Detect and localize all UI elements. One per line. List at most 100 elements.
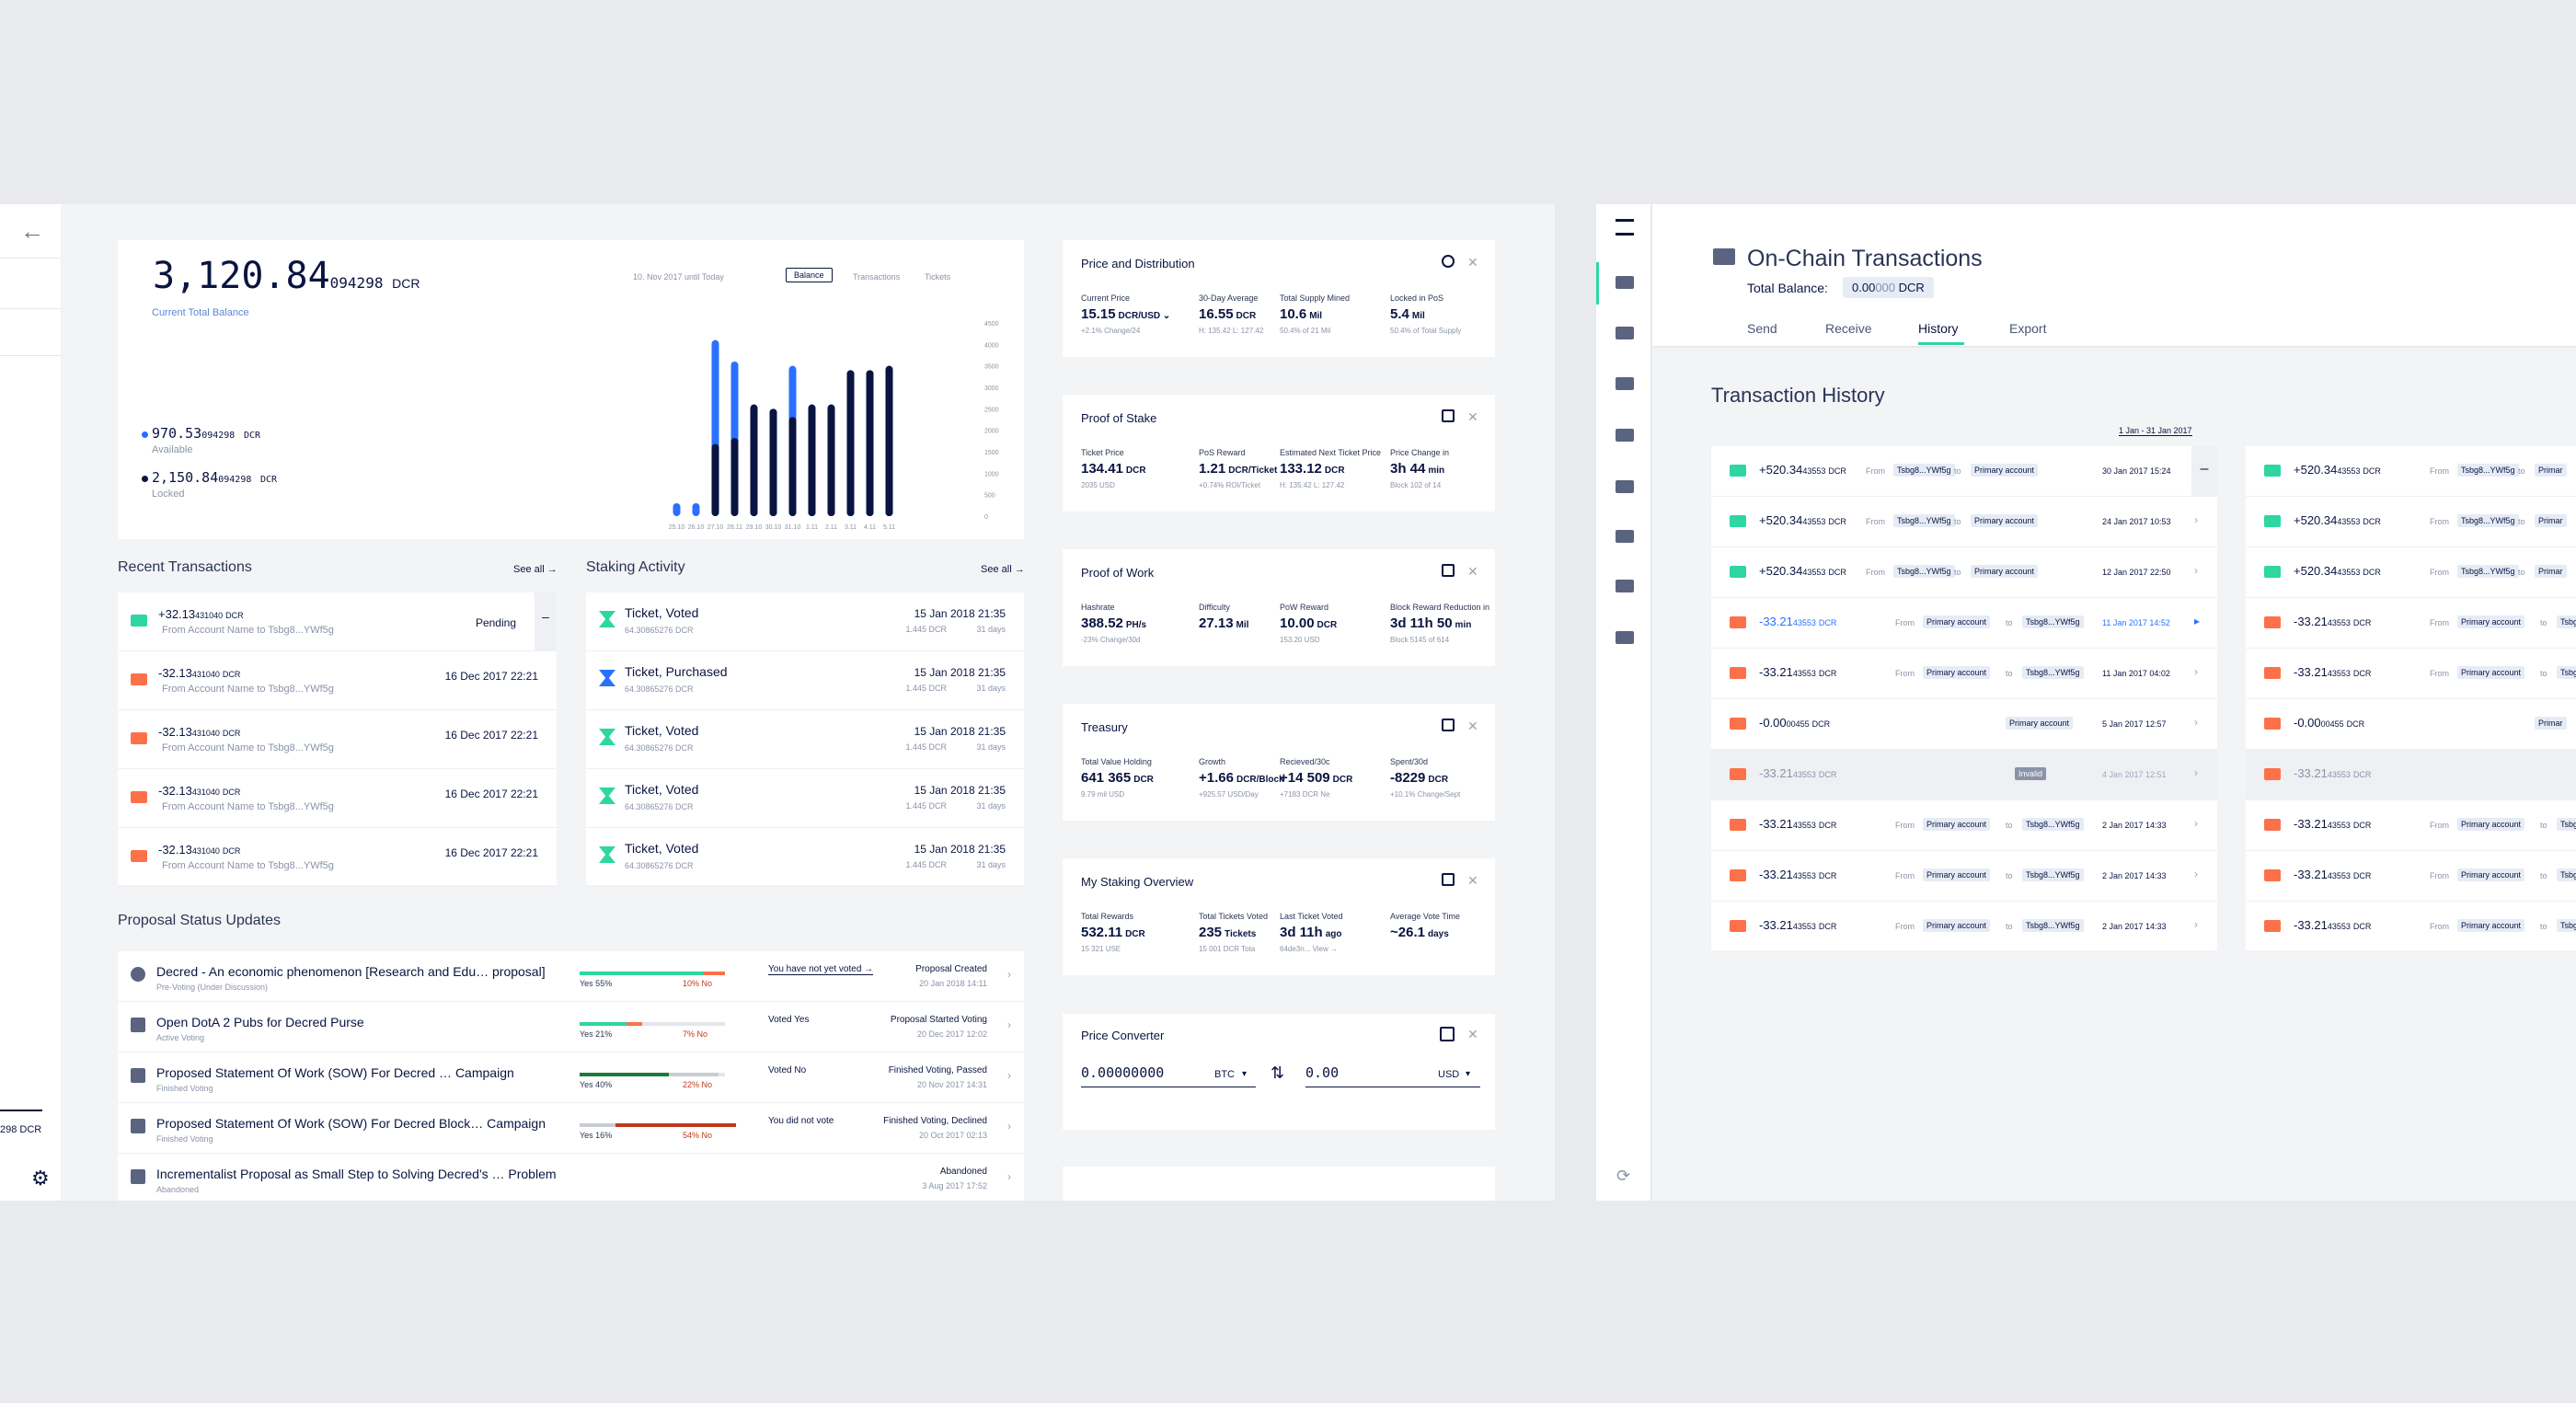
destination-badge[interactable]: Tsbg bbox=[2557, 868, 2576, 881]
close-icon[interactable]: ✕ bbox=[1467, 719, 1478, 733]
transactions-icon[interactable] bbox=[1616, 480, 1634, 493]
history-row[interactable]: -33.2143553 DCR From Primary account to Tsbg8… bbox=[1711, 902, 2217, 952]
history-row[interactable]: -33.2143553 DCR From Primary account to Tsbg8… bbox=[1711, 851, 2217, 902]
destination-badge[interactable]: Tsbg bbox=[2557, 666, 2576, 679]
caret-right-icon[interactable]: ▸ bbox=[2194, 615, 2201, 627]
close-icon[interactable]: ✕ bbox=[1467, 409, 1478, 424]
governance-icon[interactable] bbox=[1616, 377, 1634, 390]
converter-to-input[interactable]: 0.00 bbox=[1305, 1064, 1480, 1087]
source-badge[interactable]: Primary account bbox=[1923, 615, 1991, 628]
tab-export[interactable]: Export bbox=[2009, 321, 2047, 336]
recent-transaction-row[interactable]: -32.13431040 DCR From Account Name to Tsbg… bbox=[118, 710, 557, 769]
source-badge[interactable]: Tsbg8...YWf5g bbox=[1893, 514, 1955, 527]
history-row[interactable]: -33.2143553 DCR From Primary account to Tsbg bbox=[2246, 851, 2576, 902]
security-icon[interactable] bbox=[1616, 530, 1634, 543]
history-row[interactable]: +520.3443553 DCR From Tsbg8...YWf5g to Primar bbox=[2246, 446, 2576, 497]
source-badge[interactable]: Tsbg8...YWf5g bbox=[2457, 565, 2519, 578]
recent-transaction-row[interactable]: -32.13431040 DCR From Account Name to Tsbg… bbox=[118, 828, 557, 887]
recent-transactions-see-all[interactable]: See all → bbox=[513, 564, 558, 575]
source-badge[interactable]: Tsbg8...YWf5g bbox=[1893, 565, 1955, 578]
more-button[interactable]: – bbox=[535, 592, 557, 651]
destination-badge[interactable]: Primary account bbox=[1971, 464, 2039, 477]
chevron-right-icon[interactable]: › bbox=[2194, 918, 2198, 931]
history-row[interactable]: +520.3443553 DCR From Tsbg8...YWf5g to Primar bbox=[2246, 497, 2576, 547]
history-row[interactable]: -33.2143553 DCR From Primary account to Tsbg8… bbox=[1711, 649, 2217, 699]
history-row[interactable]: -33.2143553 DCR From Primary account to Tsbg bbox=[2246, 649, 2576, 699]
destination-badge[interactable]: Tsbg8...YWf5g bbox=[2022, 666, 2084, 679]
destination-badge[interactable]: Primar bbox=[2535, 514, 2567, 527]
history-row[interactable]: +520.3443553 DCR From Tsbg8...YWf5g to Primar… bbox=[1711, 497, 2217, 547]
history-row[interactable]: +520.3443553 DCR From Tsbg8...YWf5g to Primar… bbox=[1711, 446, 2217, 497]
history-row[interactable]: -33.2143553 DCR From Primary account to Tsbg8… bbox=[1711, 598, 2217, 649]
staking-row[interactable]: Ticket, Voted 64.30865276 DCR 15 Jan 2018 … bbox=[586, 592, 1024, 651]
source-badge[interactable]: Primary account bbox=[2457, 818, 2525, 831]
source-badge[interactable]: Primary account bbox=[2457, 868, 2525, 881]
tab-send[interactable]: Send bbox=[1747, 321, 1777, 336]
invalid-badge[interactable]: Invalid bbox=[2015, 767, 2047, 780]
destination-badge[interactable]: Tsbg8...YWf5g bbox=[2022, 868, 2084, 881]
tab-transactions[interactable]: Transactions bbox=[853, 272, 901, 282]
destination-badge[interactable]: Primary account bbox=[1971, 565, 2039, 578]
tab-balance[interactable]: Balance bbox=[786, 268, 833, 282]
history-row[interactable]: -33.2143553 DCR From Primary account to Tsbg bbox=[2246, 598, 2576, 649]
recent-transaction-row[interactable]: +32.13431040 DCR From Account Name to Tsbg… bbox=[118, 592, 557, 651]
staking-row[interactable]: Ticket, Voted 64.30865276 DCR 15 Jan 2018 … bbox=[586, 828, 1024, 887]
menu-icon[interactable] bbox=[1616, 219, 1634, 236]
source-badge[interactable]: Primary account bbox=[2457, 919, 2525, 932]
history-row[interactable]: -33.2143553 DCR From Primary account to Tsbg bbox=[2246, 902, 2576, 952]
gear-icon[interactable]: ⚙ bbox=[31, 1167, 50, 1190]
proposal-row[interactable]: Decred - An economic phenomenon [Researc… bbox=[118, 951, 1024, 1002]
history-date-range[interactable]: 1 Jan - 31 Jan 2017 bbox=[2119, 426, 2192, 436]
chevron-right-icon[interactable]: › bbox=[2194, 868, 2198, 880]
destination-badge[interactable]: Primar bbox=[2535, 565, 2567, 578]
staking-row[interactable]: Ticket, Voted 64.30865276 DCR 15 Jan 2018 … bbox=[586, 710, 1024, 769]
converter-to-unit[interactable]: USD bbox=[1438, 1069, 1460, 1080]
destination-badge[interactable]: Tsbg bbox=[2557, 818, 2576, 831]
destination-badge[interactable]: Tsbg bbox=[2557, 615, 2576, 628]
tab-history[interactable]: History bbox=[1918, 321, 1959, 336]
help-icon[interactable] bbox=[1616, 580, 1634, 592]
source-badge[interactable]: Primary account bbox=[1923, 818, 1991, 831]
chevron-right-icon[interactable]: › bbox=[2194, 564, 2198, 577]
chevron-right-icon[interactable]: › bbox=[2162, 463, 2166, 476]
staking-activity-see-all[interactable]: See all → bbox=[981, 564, 1025, 575]
destination-badge[interactable]: Tsbg8...YWf5g bbox=[2022, 818, 2084, 831]
chevron-right-icon[interactable]: › bbox=[2194, 716, 2198, 729]
back-arrow-icon[interactable]: ← bbox=[20, 217, 44, 245]
source-badge[interactable]: Primary account bbox=[2457, 615, 2525, 628]
close-icon[interactable]: ✕ bbox=[1467, 564, 1478, 579]
sync-icon[interactable]: ⟳ bbox=[1616, 1167, 1631, 1185]
staking-row[interactable]: Ticket, Purchased 64.30865276 DCR 15 Jan 2… bbox=[586, 651, 1024, 710]
more-button[interactable]: – bbox=[2191, 446, 2217, 497]
destination-badge[interactable]: Primar bbox=[2535, 717, 2567, 730]
settings-list-icon[interactable] bbox=[1616, 631, 1634, 644]
staking-row[interactable]: Ticket, Voted 64.30865276 DCR 15 Jan 2018 … bbox=[586, 769, 1024, 828]
source-badge[interactable]: Primary account bbox=[1923, 919, 1991, 932]
vote-status[interactable]: You have not yet voted → bbox=[768, 964, 874, 975]
destination-badge[interactable]: Tsbg8...YWf5g bbox=[2022, 919, 2084, 932]
close-icon[interactable]: ✕ bbox=[1467, 255, 1478, 270]
chevron-right-icon[interactable]: › bbox=[2194, 766, 2198, 779]
destination-badge[interactable]: Primar bbox=[2535, 464, 2567, 477]
history-row[interactable]: +520.3443553 DCR From Tsbg8...YWf5g to Primar bbox=[2246, 547, 2576, 598]
history-row[interactable]: +520.3443553 DCR From Tsbg8...YWf5g to Primar… bbox=[1711, 547, 2217, 598]
proposal-row[interactable]: Open DotA 2 Pubs for Decred Purse Active … bbox=[118, 1002, 1024, 1052]
history-row[interactable]: -33.2143553 DCR From Primary account to Tsbg bbox=[2246, 800, 2576, 851]
converter-from-input[interactable]: 0.00000000 bbox=[1081, 1064, 1256, 1087]
proposal-row[interactable]: Proposed Statement Of Work (SOW) For Dec… bbox=[118, 1052, 1024, 1103]
chevron-right-icon[interactable]: › bbox=[2194, 665, 2198, 678]
destination-badge[interactable]: Tsbg8...YWf5g bbox=[2022, 615, 2084, 628]
tab-receive[interactable]: Receive bbox=[1825, 321, 1872, 336]
history-row[interactable]: -0.0000455 DCR Primary account 5 Jan 2017 1… bbox=[1711, 699, 2217, 750]
proposal-row[interactable]: Incrementalist Proposal as Small Step to… bbox=[118, 1154, 1024, 1204]
destination-badge[interactable]: Primary account bbox=[2006, 717, 2074, 730]
history-row[interactable]: -0.0000455 DCR Primar bbox=[2246, 699, 2576, 750]
chevron-right-icon[interactable]: › bbox=[2194, 513, 2198, 526]
source-badge[interactable]: Tsbg8...YWf5g bbox=[1893, 464, 1955, 477]
chevron-right-icon[interactable]: › bbox=[2194, 817, 2198, 830]
proposal-row[interactable]: Proposed Statement Of Work (SOW) For Dec… bbox=[118, 1103, 1024, 1154]
tab-tickets[interactable]: Tickets bbox=[925, 272, 951, 282]
source-badge[interactable]: Tsbg8...YWf5g bbox=[2457, 464, 2519, 477]
source-badge[interactable]: Tsbg8...YWf5g bbox=[2457, 514, 2519, 527]
source-badge[interactable]: Primary account bbox=[1923, 868, 1991, 881]
